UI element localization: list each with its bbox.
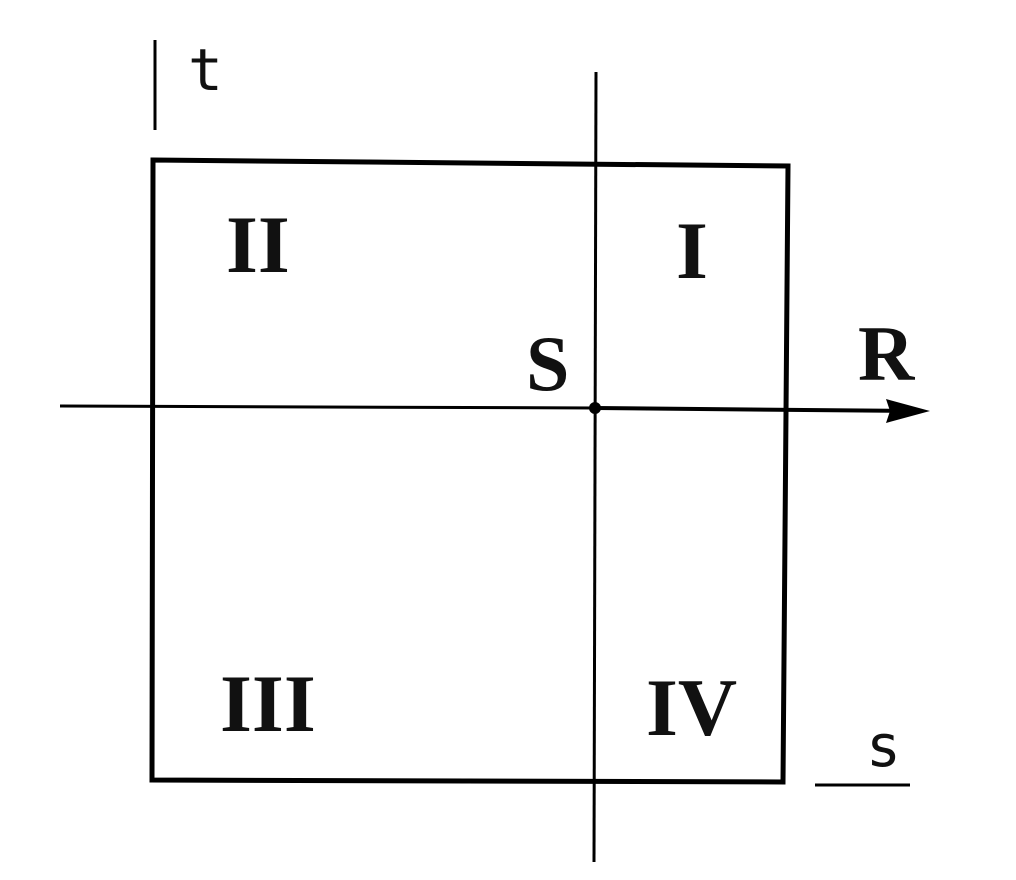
outer-rectangle xyxy=(149,157,791,785)
quadrant-label-iv: IV xyxy=(646,662,737,753)
origin-point xyxy=(589,402,601,414)
horizontal-axis-line xyxy=(59,404,597,410)
horizontal-axis-line-right xyxy=(595,406,913,413)
quadrant-label-i: I xyxy=(676,205,708,296)
quadrant-label-ii: II xyxy=(226,199,290,290)
s-marker-label: s xyxy=(866,712,901,780)
horizontal-axis-label: R xyxy=(858,310,916,397)
t-marker-label: t xyxy=(188,36,223,104)
origin-label: S xyxy=(526,320,569,407)
arrowhead-icon xyxy=(886,399,930,423)
quadrant-label-iii: III xyxy=(220,658,316,749)
vertical-axis-line xyxy=(592,71,598,863)
